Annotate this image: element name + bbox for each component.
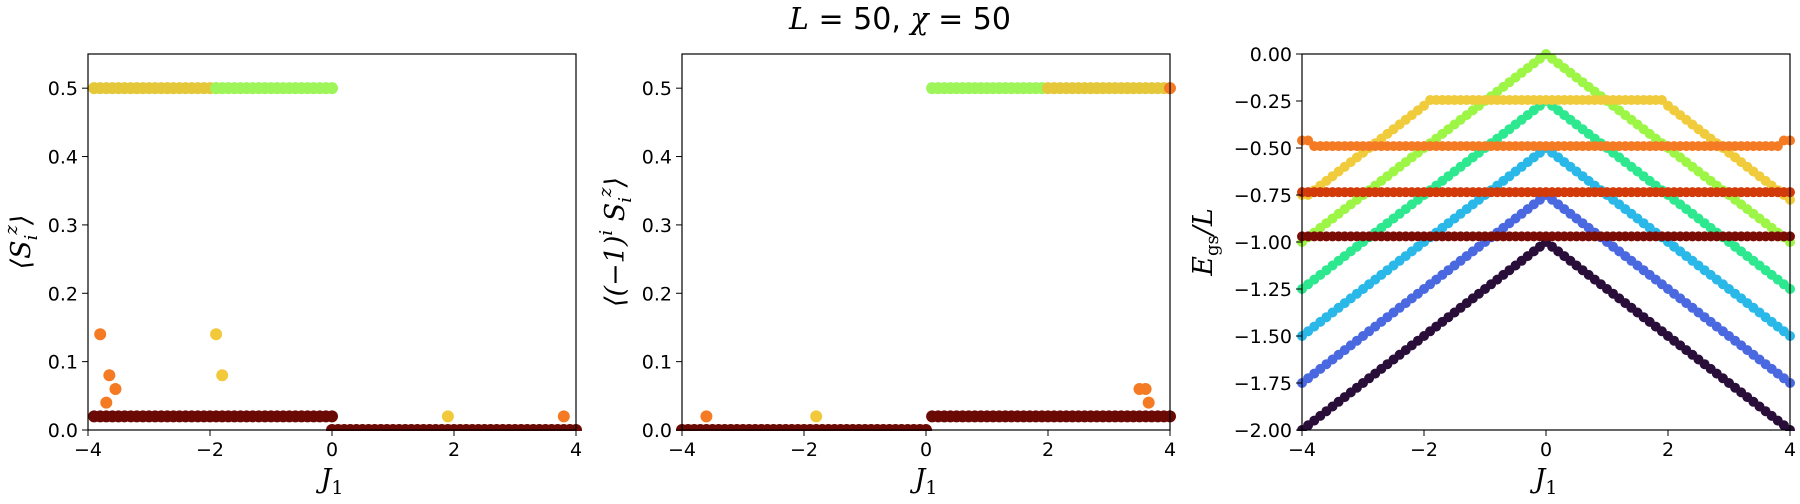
y-tick-label: −1.75 [1234, 373, 1292, 395]
frame-mask-bottom [642, 431, 1210, 443]
chart-2: −4 −2 0 2 4 0.0 0.1 0.2 0.3 0.4 0.5 J1 ⟨(−1)i Siz⟩ [595, 53, 1210, 499]
y-tick-label: −0.50 [1234, 138, 1292, 160]
x-axis-label-subscript: 1 [331, 477, 343, 499]
x-tick-label: −2 [196, 439, 224, 461]
data-point [557, 410, 570, 423]
y-tick-label: −1.50 [1234, 326, 1292, 348]
x-axis-label: J1 [316, 464, 344, 499]
x-tick-label: −4 [668, 439, 696, 461]
y-axis-label: Egs/L [1188, 208, 1223, 277]
x-tick-label: 2 [448, 439, 460, 461]
y-tick-label: 0.4 [48, 147, 78, 169]
chart-3: −4 −2 0 2 4 0.00 −0.25 −0.50 −0.75 −1.00 −1.25 −1.5… [1188, 44, 1800, 499]
x-axis-label-subscript: 1 [925, 477, 937, 499]
series-line-4 [1301, 193, 1791, 385]
data-point [216, 369, 229, 382]
x-tick-label: −4 [1288, 439, 1316, 461]
y-tick-label: 0.0 [48, 420, 78, 442]
y-tick-label: 0.3 [48, 215, 78, 237]
x-axis-label: J1 [1530, 464, 1558, 499]
data-point [103, 369, 116, 382]
chart-1: −4 −2 0 2 4 0.0 0.1 0.2 0.3 0.4 0.5 J1 ⟨Siz⟩ [1, 53, 616, 499]
y-tick-label: 0.5 [48, 78, 78, 100]
y-tick-label: 0.00 [1250, 44, 1292, 66]
y-tick-label: 0.0 [642, 420, 672, 442]
data-point [109, 382, 122, 395]
x-tick-label: −2 [1410, 439, 1438, 461]
y-tick-label: −1.00 [1234, 232, 1292, 254]
data-point [700, 410, 713, 423]
data-point [1142, 396, 1155, 409]
data-point [326, 410, 338, 423]
x-tick-label: 2 [1042, 439, 1054, 461]
data-point [210, 328, 223, 341]
x-tick-label: 0 [326, 439, 338, 461]
data-point [326, 82, 338, 95]
y-tick-label: 0.1 [642, 352, 672, 374]
data-point [810, 410, 823, 423]
x-tick-label: 4 [1164, 439, 1176, 461]
x-axis-label: J1 [910, 464, 938, 499]
x-axis-label-subscript: 1 [1545, 477, 1557, 499]
frame-mask-bottom [1262, 431, 1800, 443]
x-tick-label: 4 [570, 439, 582, 461]
figure-title: L = 50, χ = 50 [789, 2, 1011, 37]
y-tick-label: −1.25 [1234, 279, 1292, 301]
plot-frame [681, 53, 1171, 431]
data-point [441, 410, 454, 423]
y-tick-label: 0.4 [642, 147, 672, 169]
data-point [1139, 382, 1152, 395]
x-tick-label: 0 [1540, 439, 1552, 461]
y-axis-label: ⟨(−1)i Siz⟩ [595, 177, 636, 307]
x-tick-label: −4 [74, 439, 102, 461]
x-tick-label: 0 [920, 439, 932, 461]
data-point [94, 328, 107, 341]
y-tick-label: −2.00 [1234, 420, 1292, 442]
x-tick-label: −2 [790, 439, 818, 461]
y-tick-label: 0.3 [642, 215, 672, 237]
series-line-5 [1301, 240, 1791, 432]
y-tick-label: 0.1 [48, 352, 78, 374]
plot-frame [87, 53, 577, 431]
data-point [100, 396, 113, 409]
y-tick-label: 0.2 [642, 283, 672, 305]
x-tick-label: 4 [1784, 439, 1796, 461]
y-tick-label: −0.25 [1234, 91, 1292, 113]
y-tick-label: −0.75 [1234, 185, 1292, 207]
frame-mask-bottom [48, 431, 616, 443]
y-tick-label: 0.2 [48, 283, 78, 305]
y-axis-label: ⟨Siz⟩ [1, 215, 42, 270]
y-tick-label: 0.5 [642, 78, 672, 100]
x-tick-label: 2 [1662, 439, 1674, 461]
